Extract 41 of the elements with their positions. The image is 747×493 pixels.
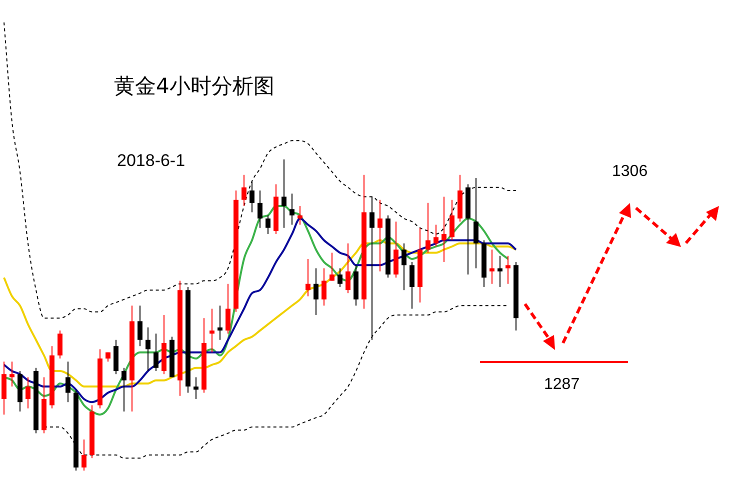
candlestick	[346, 242, 350, 294]
candlestick	[26, 376, 30, 409]
chart-subtitle: 2018-6-1	[117, 151, 186, 170]
candlestick	[410, 262, 414, 310]
candlestick	[426, 202, 430, 254]
candlestick	[138, 305, 142, 347]
candlestick	[258, 190, 262, 228]
candlestick	[210, 308, 214, 353]
candlestick	[10, 361, 14, 388]
candlestick	[434, 224, 438, 247]
candlestick	[242, 174, 246, 207]
candlestick	[498, 255, 502, 288]
candlestick	[402, 242, 406, 291]
candlestick	[330, 252, 334, 282]
candlestick	[474, 178, 478, 269]
candlestick	[146, 326, 150, 372]
candlestick	[122, 367, 126, 412]
candlestick	[442, 196, 446, 263]
candlestick	[450, 199, 454, 241]
text: 1287	[544, 376, 580, 393]
candlestick	[66, 361, 70, 403]
candlestick	[226, 283, 230, 334]
candlestick	[194, 376, 198, 400]
text: 1306	[612, 163, 648, 180]
candlestick	[266, 214, 270, 235]
candlestick	[250, 180, 254, 213]
candlestick	[314, 268, 318, 316]
candlestick	[298, 206, 302, 226]
candlestick	[322, 268, 326, 306]
candlestick	[82, 438, 86, 472]
candlestick	[58, 330, 62, 360]
candlestick	[490, 249, 494, 284]
candlestick	[338, 268, 342, 288]
candlestick	[290, 193, 294, 226]
candlestick	[218, 305, 222, 340]
candlestick	[378, 199, 382, 272]
chart-title: 黄金4小时分析图	[114, 74, 274, 98]
candlestick	[306, 258, 310, 297]
candlestick	[282, 158, 286, 228]
candlestick	[506, 255, 510, 284]
candlestick	[154, 333, 158, 372]
